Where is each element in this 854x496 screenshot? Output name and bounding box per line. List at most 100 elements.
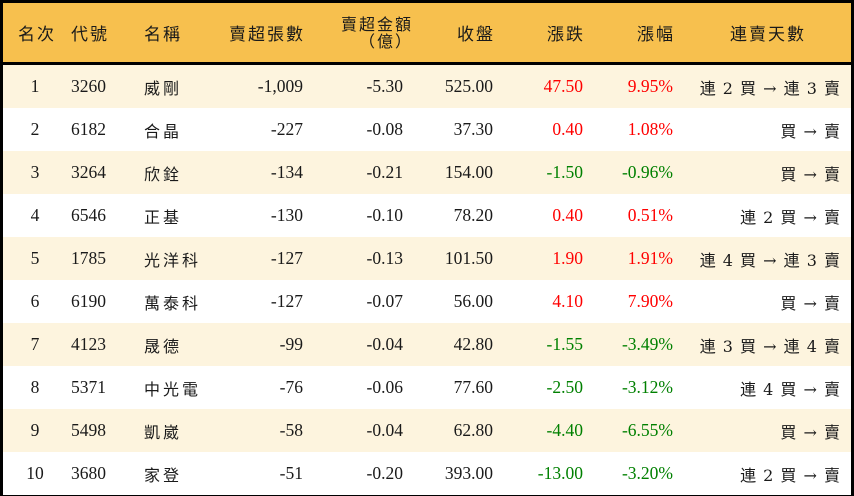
- change-pct-cell: -6.55%: [621, 420, 673, 440]
- table-row: 1 3260 威剛 -1,009 -5.30 525.00 47.50 9.95…: [3, 65, 851, 108]
- net-sell-amount-cell: -5.30: [366, 76, 403, 96]
- header-net-sell-amount-line1: 賣超金額: [340, 14, 413, 34]
- rank-cell: 2: [30, 119, 40, 139]
- streak-cell: 連 2 買 → 連 3 賣: [699, 78, 841, 98]
- streak-cell: 連 4 買 → 賣: [740, 379, 841, 399]
- change-pct-cell: 1.91%: [627, 248, 673, 268]
- code-cell: 1785: [71, 248, 106, 268]
- change-cell: -2.50: [546, 377, 583, 397]
- change-pct-cell: -0.96%: [621, 162, 673, 182]
- change-pct-cell: -3.20%: [621, 463, 673, 483]
- rank-cell: 5: [30, 248, 40, 268]
- close-cell: 62.80: [453, 420, 493, 440]
- change-pct-cell: 9.95%: [627, 76, 673, 96]
- table-row: 8 5371 中光電 -76 -0.06 77.60 -2.50 -3.12% …: [3, 366, 851, 409]
- header-streak: 連賣天數: [730, 25, 806, 45]
- change-cell: -4.40: [546, 420, 583, 440]
- change-cell: 0.40: [552, 119, 583, 139]
- streak-cell: 買 → 賣: [780, 164, 841, 184]
- close-cell: 393.00: [444, 463, 493, 483]
- net-sell-amount-cell: -0.06: [366, 377, 403, 397]
- net-sell-amount-cell: -0.10: [366, 205, 403, 225]
- code-cell: 6182: [71, 119, 106, 139]
- name-cell: 正基: [144, 207, 183, 227]
- change-pct-cell: 7.90%: [627, 291, 673, 311]
- header-close: 收盤: [457, 25, 495, 45]
- net-sell-amount-cell: -0.21: [366, 162, 403, 182]
- name-cell: 中光電: [144, 379, 202, 399]
- net-sell-lots-cell: -134: [270, 162, 303, 182]
- net-sell-lots-cell: -1,009: [257, 76, 303, 96]
- streak-cell: 連 3 買 → 連 4 賣: [699, 336, 841, 356]
- table-body: 1 3260 威剛 -1,009 -5.30 525.00 47.50 9.95…: [3, 65, 851, 495]
- change-pct-cell: 0.51%: [627, 205, 673, 225]
- name-cell: 光洋科: [144, 250, 202, 270]
- net-sell-amount-cell: -0.13: [366, 248, 403, 268]
- streak-cell: 連 4 買 → 連 3 賣: [699, 250, 841, 270]
- streak-cell: 買 → 賣: [780, 293, 841, 313]
- header-change-pct: 漲幅: [637, 25, 675, 45]
- close-cell: 42.80: [453, 334, 493, 354]
- table-row: 4 6546 正基 -130 -0.10 78.20 0.40 0.51% 連 …: [3, 194, 851, 237]
- name-cell: 合晶: [144, 121, 183, 141]
- name-cell: 威剛: [144, 78, 183, 98]
- change-cell: 0.40: [552, 205, 583, 225]
- change-cell: -1.55: [546, 334, 583, 354]
- net-sell-amount-cell: -0.04: [366, 334, 403, 354]
- table-row: 9 5498 凱崴 -58 -0.04 62.80 -4.40 -6.55% 買…: [3, 409, 851, 452]
- net-sell-lots-cell: -130: [270, 205, 303, 225]
- net-sell-lots-cell: -127: [270, 291, 303, 311]
- net-sell-amount-cell: -0.07: [366, 291, 403, 311]
- rank-cell: 9: [30, 420, 40, 440]
- code-cell: 3260: [71, 76, 106, 96]
- name-cell: 晟德: [144, 336, 183, 356]
- rank-cell: 1: [30, 76, 40, 96]
- rank-cell: 8: [30, 377, 40, 397]
- table-header: 名次 代號 名稱 賣超張數 賣超金額 （億） 收盤 漲跌 漲幅 連賣天數: [3, 3, 851, 65]
- close-cell: 154.00: [444, 162, 493, 182]
- header-code: 代號: [71, 25, 109, 45]
- table-row: 6 6190 萬泰科 -127 -0.07 56.00 4.10 7.90% 買…: [3, 280, 851, 323]
- code-cell: 3264: [71, 162, 106, 182]
- table-row: 7 4123 晟德 -99 -0.04 42.80 -1.55 -3.49% 連…: [3, 323, 851, 366]
- net-sell-lots-cell: -99: [279, 334, 303, 354]
- header-net-sell-lots: 賣超張數: [229, 25, 305, 45]
- code-cell: 5498: [71, 420, 106, 440]
- net-sell-lots-cell: -51: [279, 463, 303, 483]
- code-cell: 3680: [71, 463, 106, 483]
- change-pct-cell: -3.12%: [621, 377, 673, 397]
- change-pct-cell: 1.08%: [627, 119, 673, 139]
- streak-cell: 買 → 賣: [780, 121, 841, 141]
- name-cell: 萬泰科: [144, 293, 202, 313]
- change-cell: -1.50: [546, 162, 583, 182]
- table-row: 2 6182 合晶 -227 -0.08 37.30 0.40 1.08% 買 …: [3, 108, 851, 151]
- code-cell: 5371: [71, 377, 106, 397]
- header-rank: 名次: [18, 25, 56, 45]
- rank-cell: 6: [30, 291, 40, 311]
- code-cell: 6546: [71, 205, 106, 225]
- close-cell: 56.00: [453, 291, 493, 311]
- close-cell: 78.20: [453, 205, 493, 225]
- name-cell: 凱崴: [144, 422, 183, 442]
- header-change: 漲跌: [547, 25, 585, 45]
- close-cell: 525.00: [444, 76, 493, 96]
- streak-cell: 買 → 賣: [780, 422, 841, 442]
- table-row: 5 1785 光洋科 -127 -0.13 101.50 1.90 1.91% …: [3, 237, 851, 280]
- change-cell: 4.10: [552, 291, 583, 311]
- net-sell-lots-cell: -76: [279, 377, 303, 397]
- table-row: 3 3264 欣銓 -134 -0.21 154.00 -1.50 -0.96%…: [3, 151, 851, 194]
- net-sell-lots-cell: -227: [270, 119, 303, 139]
- header-net-sell-amount-line2: （億）: [358, 31, 413, 51]
- streak-cell: 連 2 買 → 賣: [740, 465, 841, 485]
- rank-cell: 3: [30, 162, 40, 182]
- net-sell-lots-cell: -127: [270, 248, 303, 268]
- name-cell: 欣銓: [144, 164, 183, 184]
- change-cell: 47.50: [543, 76, 583, 96]
- close-cell: 101.50: [444, 248, 493, 268]
- change-cell: 1.90: [552, 248, 583, 268]
- net-sell-amount-cell: -0.20: [366, 463, 403, 483]
- table-row: 10 3680 家登 -51 -0.20 393.00 -13.00 -3.20…: [3, 452, 851, 495]
- header-name: 名稱: [144, 25, 182, 45]
- name-cell: 家登: [144, 465, 183, 485]
